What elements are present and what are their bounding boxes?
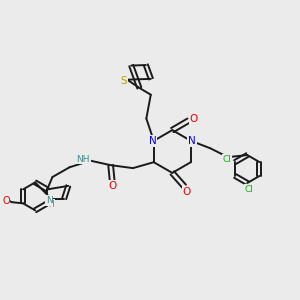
Text: O: O (2, 196, 10, 206)
Text: N: N (188, 136, 196, 146)
Text: Cl: Cl (222, 155, 231, 164)
Text: N: N (46, 196, 53, 205)
Text: O: O (108, 181, 116, 191)
Text: S: S (120, 76, 127, 86)
Text: NH: NH (76, 155, 90, 164)
Text: O: O (182, 187, 191, 196)
Text: O: O (190, 114, 198, 124)
Text: Cl: Cl (244, 185, 253, 194)
Text: N: N (149, 136, 156, 146)
Text: H: H (49, 200, 54, 209)
